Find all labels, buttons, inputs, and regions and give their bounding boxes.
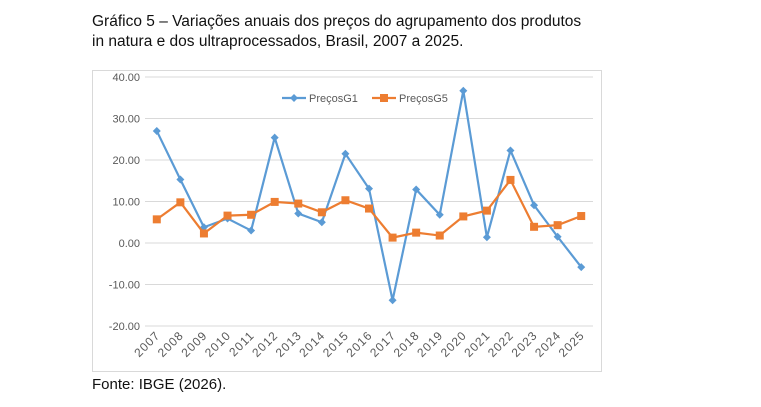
x-tick-label: 2015 bbox=[320, 328, 352, 360]
x-tick-label: 2009 bbox=[178, 328, 210, 360]
x-tick-label: 2024 bbox=[532, 328, 564, 360]
y-tick-label: 0.00 bbox=[119, 238, 140, 250]
chart-title: Gráfico 5 – Variações anuais dos preços … bbox=[92, 12, 692, 52]
data-point bbox=[176, 198, 185, 207]
x-tick-label: 2019 bbox=[414, 328, 446, 360]
data-point bbox=[577, 263, 586, 272]
y-tick-label: -20.00 bbox=[109, 321, 140, 333]
data-point bbox=[199, 229, 208, 238]
data-point bbox=[530, 201, 539, 210]
source-note: Fonte: IBGE (2026). bbox=[92, 376, 227, 393]
x-tick-label: 2016 bbox=[344, 328, 376, 360]
data-point bbox=[553, 221, 562, 230]
data-point bbox=[459, 212, 468, 221]
y-tick-label: 10.00 bbox=[112, 197, 140, 209]
x-tick-label: 2023 bbox=[509, 328, 541, 360]
data-point bbox=[412, 228, 421, 237]
data-point bbox=[223, 211, 232, 220]
x-tick-label: 2013 bbox=[273, 328, 305, 360]
x-tick-label: 2022 bbox=[485, 328, 517, 360]
data-point bbox=[152, 126, 161, 135]
data-point bbox=[388, 296, 397, 305]
x-tick-label: 2008 bbox=[155, 328, 187, 360]
data-point bbox=[152, 215, 161, 224]
legend-label: PreçosG1 bbox=[309, 93, 358, 105]
y-tick-label: 40.00 bbox=[112, 72, 140, 84]
x-tick-label: 2012 bbox=[249, 328, 281, 360]
data-point bbox=[553, 232, 562, 241]
data-point bbox=[270, 197, 279, 206]
legend-marker bbox=[380, 94, 388, 102]
data-point bbox=[294, 209, 303, 218]
data-point bbox=[341, 196, 350, 205]
y-tick-label: -10.00 bbox=[109, 280, 140, 292]
legend-marker bbox=[290, 94, 298, 102]
data-point bbox=[530, 222, 539, 231]
data-point bbox=[459, 86, 468, 95]
data-point bbox=[365, 204, 373, 213]
data-point bbox=[317, 208, 326, 217]
y-tick-label: 20.00 bbox=[112, 155, 140, 167]
y-tick-label: 30.00 bbox=[112, 114, 140, 126]
data-point bbox=[506, 146, 515, 155]
data-point bbox=[506, 175, 515, 184]
data-point bbox=[176, 175, 185, 184]
data-point bbox=[365, 184, 373, 193]
legend-label: PreçosG5 bbox=[399, 93, 448, 105]
data-point bbox=[412, 185, 421, 194]
data-point bbox=[482, 233, 491, 242]
data-point bbox=[247, 210, 256, 219]
data-point bbox=[247, 226, 256, 235]
data-point bbox=[270, 133, 279, 142]
x-tick-label: 2010 bbox=[202, 328, 234, 360]
data-point bbox=[341, 149, 350, 158]
x-tick-label: 2014 bbox=[296, 328, 328, 360]
title-line-1: Gráfico 5 – Variações anuais dos preços … bbox=[92, 13, 582, 30]
title-line-2: in natura e dos ultraprocessados, Brasil… bbox=[92, 33, 464, 50]
data-point bbox=[435, 231, 444, 240]
data-point bbox=[482, 206, 491, 215]
data-point bbox=[435, 210, 444, 219]
chart-frame bbox=[92, 70, 602, 372]
x-tick-label: 2017 bbox=[367, 328, 399, 360]
data-point bbox=[388, 233, 397, 242]
data-point bbox=[577, 212, 586, 221]
data-point bbox=[294, 199, 303, 208]
x-tick-label: 2025 bbox=[556, 328, 588, 360]
x-tick-label: 2018 bbox=[391, 328, 423, 360]
data-point bbox=[317, 218, 326, 227]
x-tick-label: 2021 bbox=[461, 328, 493, 360]
x-tick-label: 2020 bbox=[438, 328, 470, 360]
